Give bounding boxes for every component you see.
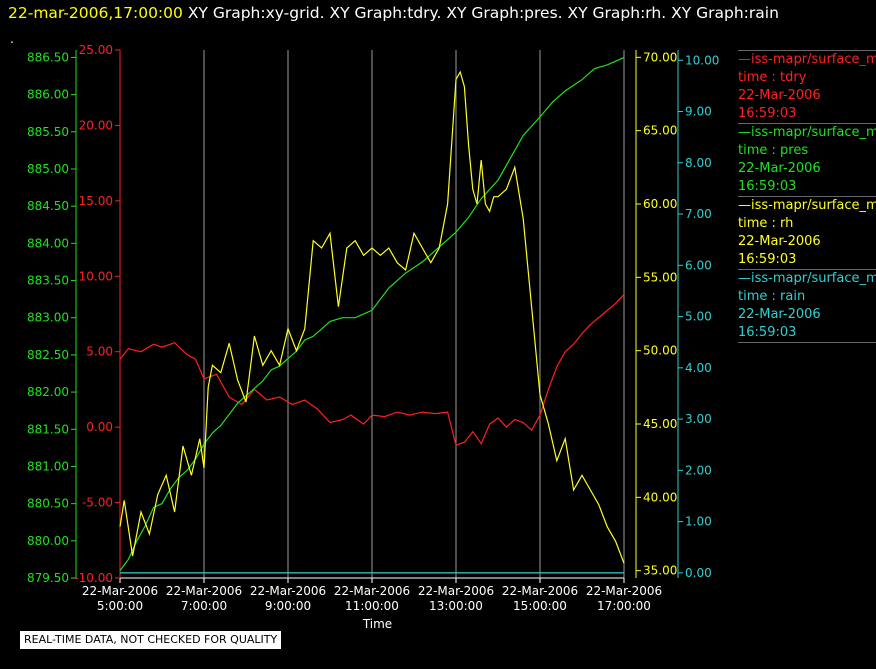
legend-divider xyxy=(738,123,876,124)
legend-source-name: —iss-mapr/surface_m xyxy=(738,198,876,213)
legend-source-name: —iss-mapr/surface_m xyxy=(738,125,876,140)
y-tick-label-rh: 60.00 xyxy=(643,197,677,211)
y-tick-label-rain: 9.00 xyxy=(685,105,712,119)
y-tick-label-tdry: 10.00 xyxy=(79,269,113,283)
header-timestamp: 22-mar-2006,17:00:00 xyxy=(8,4,183,22)
x-tick-label-date: 22-Mar-2006 xyxy=(502,584,578,598)
x-tick-label-date: 22-Mar-2006 xyxy=(82,584,158,598)
x-tick-label-date: 22-Mar-2006 xyxy=(250,584,326,598)
y-tick-label-rain: 8.00 xyxy=(685,156,712,170)
legend-date: 22-Mar-2006 xyxy=(738,307,821,322)
quality-disclaimer: REAL-TIME DATA, NOT CHECKED FOR QUALITY xyxy=(20,631,282,649)
header-graph-tdry: XY Graph:tdry. xyxy=(329,4,442,22)
y-tick-label-rain: 10.00 xyxy=(685,53,719,67)
legend-variable: time : tdry xyxy=(738,70,807,85)
header-bar: 22-mar-2006,17:00:00 XY Graph:xy-grid. X… xyxy=(8,3,779,23)
legend-entry-tdry[interactable]: —iss-mapr/surface_m time : tdry 22-Mar-2… xyxy=(736,50,876,123)
x-tick-label-date: 22-Mar-2006 xyxy=(418,584,494,598)
legend-variable: time : pres xyxy=(738,143,809,158)
legend-variable: time : rain xyxy=(738,289,806,304)
legend-time: 16:59:03 xyxy=(738,179,797,194)
y-tick-label-pres: 883.50 xyxy=(27,274,69,288)
legend-divider xyxy=(738,342,876,343)
legend-entry-pres[interactable]: —iss-mapr/surface_m time : pres 22-Mar-2… xyxy=(736,123,876,196)
y-tick-label-tdry: 25.00 xyxy=(79,43,113,57)
y-tick-label-rh: 35.00 xyxy=(643,564,677,578)
y-tick-label-pres: 879.50 xyxy=(27,571,69,585)
x-tick-label-date: 22-Mar-2006 xyxy=(166,584,242,598)
y-tick-label-pres: 882.00 xyxy=(27,385,69,399)
y-tick-label-tdry: 5.00 xyxy=(86,345,113,359)
y-tick-label-rain: 3.00 xyxy=(685,412,712,426)
y-tick-label-rain: 5.00 xyxy=(685,310,712,324)
legend: —iss-mapr/surface_m time : tdry 22-Mar-2… xyxy=(736,50,876,343)
y-tick-label-rain: 1.00 xyxy=(685,515,712,529)
y-tick-label-rain: 4.00 xyxy=(685,361,712,375)
header-graph-xy-grid: XY Graph:xy-grid. xyxy=(187,4,325,22)
legend-divider xyxy=(738,269,876,270)
y-tick-label-pres: 886.00 xyxy=(27,88,69,102)
y-tick-label-rain: 0.00 xyxy=(685,566,712,580)
legend-date: 22-Mar-2006 xyxy=(738,88,821,103)
y-tick-label-pres: 885.00 xyxy=(27,162,69,176)
series-line-tdry xyxy=(119,293,625,446)
header-graph-rh: XY Graph:rh. xyxy=(567,4,667,22)
y-tick-label-rh: 40.00 xyxy=(643,490,677,504)
y-tick-label-pres: 884.50 xyxy=(27,199,69,213)
y-tick-label-tdry: 0.00 xyxy=(86,420,113,434)
x-tick-label-time: 15:00:00 xyxy=(513,599,567,613)
y-tick-label-pres: 884.00 xyxy=(27,236,69,250)
legend-divider xyxy=(738,196,876,197)
y-tick-label-rh: 50.00 xyxy=(643,344,677,358)
y-tick-label-rain: 7.00 xyxy=(685,207,712,221)
y-tick-label-pres: 883.00 xyxy=(27,311,69,325)
legend-time: 16:59:03 xyxy=(738,252,797,267)
legend-source-name: —iss-mapr/surface_m xyxy=(738,271,876,286)
legend-entry-rh[interactable]: —iss-mapr/surface_m time : rh 22-Mar-200… xyxy=(736,196,876,269)
header-dot: . xyxy=(10,32,14,46)
series-line-rh xyxy=(119,70,625,564)
y-tick-label-pres: 880.50 xyxy=(27,497,69,511)
x-tick-label-time: 11:00:00 xyxy=(345,599,399,613)
y-tick-label-pres: 880.00 xyxy=(27,534,69,548)
y-tick-label-rh: 70.00 xyxy=(643,50,677,64)
y-tick-label-rh: 65.00 xyxy=(643,124,677,138)
legend-source-name: —iss-mapr/surface_m xyxy=(738,52,876,67)
y-tick-label-tdry: 20.00 xyxy=(79,118,113,132)
y-tick-label-tdry: -10.00 xyxy=(74,571,113,585)
legend-date: 22-Mar-2006 xyxy=(738,161,821,176)
legend-variable: time : rh xyxy=(738,216,794,231)
header-graph-pres: XY Graph:pres. xyxy=(446,4,563,22)
y-tick-label-rh: 45.00 xyxy=(643,417,677,431)
x-tick-label-date: 22-Mar-2006 xyxy=(334,584,410,598)
legend-entry-rain[interactable]: —iss-mapr/surface_m time : rain 22-Mar-2… xyxy=(736,269,876,343)
y-tick-label-pres: 881.50 xyxy=(27,422,69,436)
y-tick-label-pres: 882.50 xyxy=(27,348,69,362)
x-tick-label-time: 13:00:00 xyxy=(429,599,483,613)
legend-time: 16:59:03 xyxy=(738,325,797,340)
y-tick-label-rh: 55.00 xyxy=(643,270,677,284)
legend-time: 16:59:03 xyxy=(738,106,797,121)
x-tick-label-time: 7:00:00 xyxy=(181,599,227,613)
y-tick-label-pres: 886.50 xyxy=(27,50,69,64)
x-tick-label-time: 5:00:00 xyxy=(97,599,143,613)
header-graph-rain: XY Graph:rain xyxy=(671,4,779,22)
y-tick-label-tdry: -5.00 xyxy=(82,496,113,510)
x-axis-label: Time xyxy=(362,617,393,631)
x-tick-label-date: 22-Mar-2006 xyxy=(586,584,662,598)
y-tick-label-rain: 6.00 xyxy=(685,258,712,272)
y-tick-label-pres: 881.00 xyxy=(27,459,69,473)
legend-divider xyxy=(738,50,876,51)
legend-date: 22-Mar-2006 xyxy=(738,234,821,249)
x-tick-label-time: 17:00:00 xyxy=(597,599,651,613)
y-tick-label-rain: 2.00 xyxy=(685,463,712,477)
y-tick-label-pres: 885.50 xyxy=(27,125,69,139)
x-tick-label-time: 9:00:00 xyxy=(265,599,311,613)
series-line-pres xyxy=(119,56,625,571)
y-tick-label-tdry: 15.00 xyxy=(79,194,113,208)
